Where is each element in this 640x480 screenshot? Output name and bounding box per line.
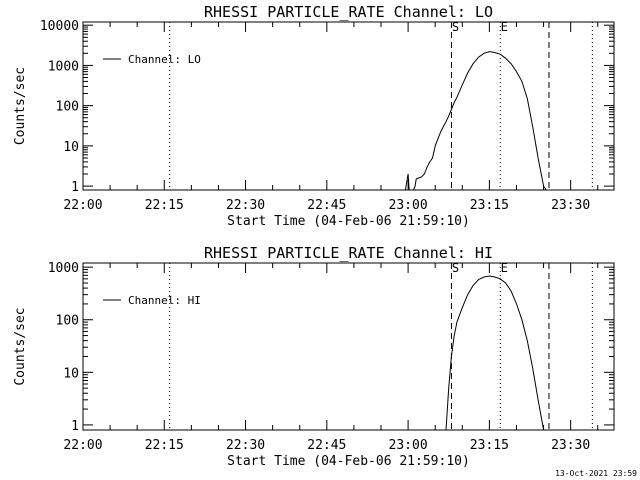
series-line-1 — [404, 51, 547, 191]
x-tick-label: 22:15 — [145, 198, 184, 213]
y-axis-label: Counts/sec — [13, 67, 28, 145]
x-tick-label: 23:15 — [470, 198, 509, 213]
marker-label-S: S — [452, 261, 459, 275]
legend-label: Channel: HI — [128, 294, 201, 307]
x-tick-label: 23:30 — [551, 438, 590, 453]
y-tick-label: 100 — [56, 314, 79, 329]
chart-panel-2: RHESSI PARTICLE_RATE Channel: HI Counts/s… — [13, 244, 615, 469]
y-tick-label: 10 — [63, 366, 79, 381]
marker-label-E: E — [501, 20, 508, 34]
timestamp: 13-Oct-2021 23:59 — [555, 469, 637, 478]
x-tick-label: 23:00 — [389, 438, 428, 453]
x-tick-label: 22:00 — [63, 438, 102, 453]
x-axis-label: Start Time (04-Feb-06 21:59:10) — [227, 454, 470, 469]
x-tick-label: 22:00 — [63, 198, 102, 213]
plot-frame — [82, 262, 615, 431]
y-tick-label: 10 — [63, 140, 79, 155]
y-tick-label: 1000 — [48, 59, 79, 74]
y-tick-label: 1000 — [48, 261, 79, 276]
chart-panel-1: RHESSI PARTICLE_RATE Channel: LO Counts/s… — [13, 3, 615, 229]
chart-title: RHESSI PARTICLE_RATE Channel: HI — [204, 244, 493, 262]
chart-title: RHESSI PARTICLE_RATE Channel: LO — [204, 3, 493, 21]
x-tick-label: 23:00 — [389, 198, 428, 213]
marker-label-S: S — [452, 20, 459, 34]
x-tick-label: 22:45 — [307, 198, 346, 213]
x-tick-label: 23:30 — [551, 198, 590, 213]
y-axis-label: Counts/sec — [13, 307, 28, 385]
y-tick-label: 100 — [56, 100, 79, 115]
x-tick-label: 23:15 — [470, 438, 509, 453]
marker-label-E: E — [501, 261, 508, 275]
y-tick-label: 1 — [71, 180, 79, 195]
plot-frame — [82, 21, 615, 191]
y-tick-label: 10000 — [40, 19, 79, 34]
x-tick-label: 22:45 — [307, 438, 346, 453]
x-tick-label: 22:15 — [145, 438, 184, 453]
x-tick-label: 22:30 — [226, 198, 265, 213]
x-axis-label: Start Time (04-Feb-06 21:59:10) — [227, 214, 470, 229]
legend-label: Channel: LO — [128, 53, 201, 66]
x-tick-label: 22:30 — [226, 438, 265, 453]
y-tick-label: 1 — [71, 419, 79, 434]
series-line-1 — [445, 275, 545, 431]
